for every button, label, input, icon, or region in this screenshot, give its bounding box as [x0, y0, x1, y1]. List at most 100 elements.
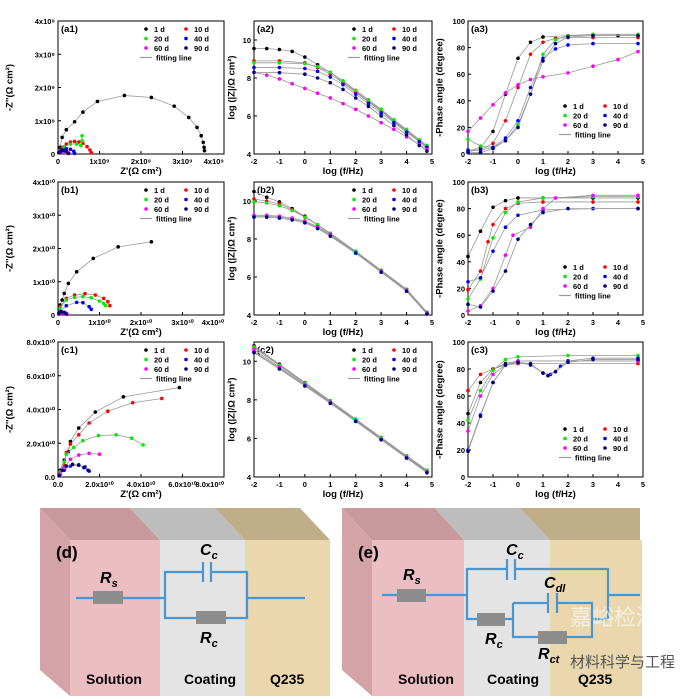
watermark-site: 嘉峪检测网 [570, 605, 680, 630]
data-point-20d [81, 438, 85, 443]
legend-marker [563, 274, 567, 279]
x-tick-label: -1 [276, 480, 283, 489]
data-point-20d [74, 142, 79, 146]
legend-label: fitting line [575, 292, 611, 301]
x-tick-label: -1 [276, 318, 283, 327]
data-point-1d [516, 56, 520, 61]
x-tick-label: 2 [354, 318, 358, 327]
data-point-40d [566, 43, 570, 47]
data-point-60d [478, 116, 483, 120]
data-point-90d [541, 59, 545, 63]
legend-label: 10 d [402, 25, 417, 34]
data-point-10d [541, 40, 545, 45]
diagram-label: (d) [56, 543, 78, 562]
data-point-10d [466, 287, 470, 292]
data-point-1d [60, 135, 64, 140]
x-tick-label: 3 [591, 480, 595, 489]
layer-coating: Coating [487, 671, 539, 687]
data-point-1d [516, 196, 520, 200]
y-tick-label: 6 [247, 434, 251, 443]
rs-label: Rs [403, 567, 421, 587]
layer-coating: Coating [184, 671, 236, 687]
data-point-90d [59, 309, 64, 314]
legend-marker [563, 446, 567, 450]
data-point-20d [516, 200, 520, 204]
y-axis-label: -Z''(Ω cm²) [5, 386, 16, 433]
data-point-20d [277, 203, 282, 208]
data-point-1d [303, 55, 307, 59]
data-point-60d [328, 96, 333, 100]
data-point-1d [195, 125, 199, 130]
x-axis-label: log (f/Hz) [323, 327, 364, 338]
x-tick-label: 3 [379, 318, 383, 327]
x-tick-label: -2 [251, 157, 258, 166]
data-point-20d [491, 236, 495, 240]
data-point-1d [177, 385, 182, 390]
legend-marker [392, 188, 396, 192]
legend-label: 20 d [154, 356, 169, 365]
data-point-90d [528, 363, 533, 367]
fitting-line-10d [467, 363, 638, 391]
data-point-90d [553, 41, 558, 46]
fitting-line-60d [467, 194, 638, 312]
legend-marker [392, 36, 396, 41]
x-tick-label: 1 [541, 318, 545, 327]
y-axis-label: log (|Z|/Ω cm²) [227, 55, 238, 119]
data-point-60d [366, 114, 371, 118]
legend-marker [144, 197, 148, 202]
legend-label: 20 d [362, 356, 377, 365]
x-tick-label: 4 [616, 480, 621, 489]
data-point-1d [68, 439, 73, 444]
data-point-20d [252, 200, 256, 204]
legend-label: 1 d [573, 263, 584, 272]
data-point-60d [379, 120, 383, 125]
legend-label: 40 d [402, 35, 417, 44]
legend-label: 1 d [154, 25, 165, 34]
data-point-90d [328, 80, 333, 85]
legend-marker [392, 207, 396, 211]
y-tick-label: 6 [247, 112, 251, 121]
y-axis-label: log (|Z|/Ω cm²) [227, 216, 238, 280]
x-tick-label: 5 [641, 480, 645, 489]
data-point-90d [553, 369, 558, 374]
coating-top-face [435, 508, 550, 540]
x-tick-label: 1 [328, 480, 332, 489]
data-point-20d [68, 142, 73, 146]
y-tick-label: 6.0x10¹⁰ [27, 372, 56, 381]
diagram-e: (e) Rs Cc Cdl Rc Rct Solution Coating Q2… [342, 508, 680, 696]
x-tick-label: 4 [616, 157, 621, 166]
chart-title: (a1) [61, 24, 78, 35]
y-axis-label: -Z''(Ω cm²) [5, 64, 16, 111]
legend-marker [563, 284, 567, 288]
y-tick-label: 1x10¹⁰ [33, 278, 56, 287]
data-point-20d [103, 303, 108, 308]
data-point-20d [503, 210, 508, 215]
data-point-20d [252, 345, 256, 349]
x-tick-label: 4.0x10¹⁰ [127, 480, 156, 489]
x-tick-label: 1 [541, 480, 545, 489]
x-tick-label: 4x10¹⁰ [202, 318, 225, 327]
data-point-20d [277, 61, 282, 65]
data-point-1d [466, 254, 470, 259]
data-point-90d [404, 289, 409, 294]
data-point-1d [93, 410, 98, 414]
data-point-90d [425, 470, 429, 475]
x-axis-label: Z'(Ω cm²) [120, 489, 162, 500]
data-point-90d [379, 437, 383, 442]
data-point-40d [466, 148, 470, 152]
cc-label: Cc [200, 542, 218, 562]
legend-label: 40 d [402, 356, 417, 365]
data-point-10d [64, 142, 69, 146]
legend-label: fitting line [575, 131, 611, 140]
x-tick-label: 4 [616, 318, 621, 327]
data-point-90d [478, 305, 483, 309]
legend-label: 90 d [402, 44, 417, 53]
x-tick-label: 1 [328, 157, 332, 166]
y-tick-label: 3x10⁹ [35, 50, 56, 59]
data-point-1d [122, 93, 127, 98]
data-point-40d [553, 47, 558, 51]
data-point-10d [486, 240, 490, 244]
data-point-40d [87, 304, 91, 309]
x-axis-label: log (f/Hz) [535, 327, 576, 338]
